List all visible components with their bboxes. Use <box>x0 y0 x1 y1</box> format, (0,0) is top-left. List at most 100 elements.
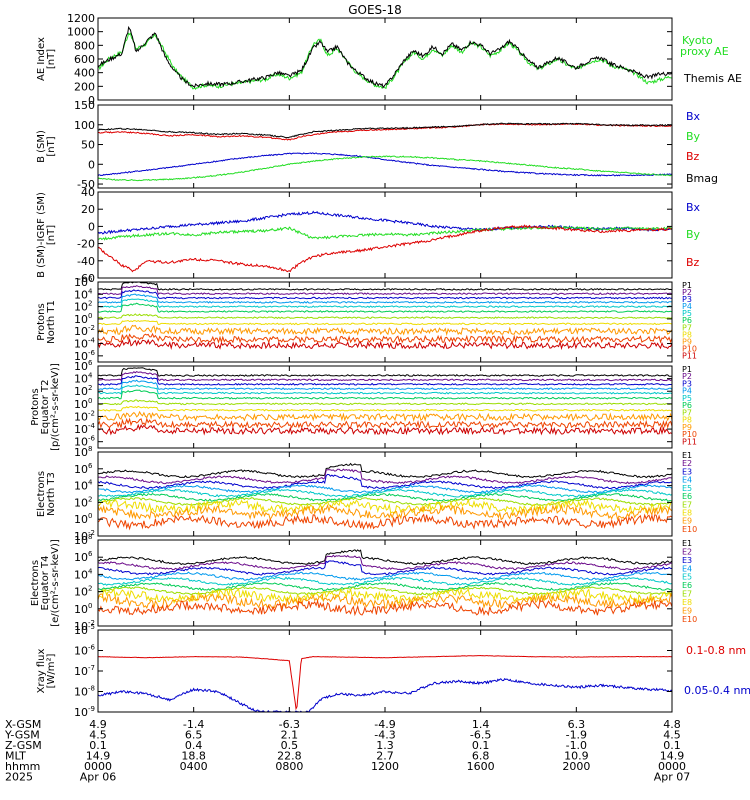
xrow-value: 4.5 <box>89 729 107 742</box>
ytick-exponent-p2: -2 <box>88 409 95 417</box>
series-p2-p1 <box>98 367 672 377</box>
xrow-value: 14.9 <box>86 750 111 763</box>
channel-label-e10: E10 <box>682 525 697 534</box>
legend-bdiff-bz: Bz <box>686 256 700 269</box>
ylabel-e1: Electrons <box>36 471 47 517</box>
channel-label-p9: P9 <box>682 337 692 346</box>
channel-label-p1: P1 <box>682 365 692 374</box>
channel-label-e4: E4 <box>682 564 692 573</box>
ytick-label-p1: 10 <box>74 288 88 301</box>
channel-label-e7: E7 <box>682 590 692 599</box>
series-e1-e3 <box>98 473 672 490</box>
legend-bsm-bz: Bz <box>686 150 700 163</box>
channel-label-e3: E3 <box>682 467 692 476</box>
ytick-label-e1: 10 <box>74 446 88 459</box>
ytick-label-bsm: 50 <box>81 139 95 152</box>
legend-bsm-bx: Bx <box>686 110 701 123</box>
xrow-label: 2025 <box>5 771 33 784</box>
xrow-value: 4.9 <box>89 718 107 731</box>
series-e1-e5 <box>98 488 672 498</box>
ytick-label-p2: 10 <box>74 423 88 436</box>
ytick-label-e2: 10 <box>74 586 88 599</box>
ytick-exponent-p1: 2 <box>88 300 92 308</box>
ytick-label-bdiff: -60 <box>77 272 95 285</box>
plot-area-ae <box>98 25 672 90</box>
channel-label-e7: E7 <box>682 500 692 509</box>
ytick-label-ae: 600 <box>74 53 95 66</box>
xrow-value: 6.5 <box>185 729 203 742</box>
channel-label-e5: E5 <box>682 484 692 493</box>
ylabel-p1: Protons <box>36 303 47 340</box>
ytick-label-ae: 400 <box>74 67 95 80</box>
channel-label-e8: E8 <box>682 598 692 607</box>
ytick-label-p2: 10 <box>74 410 88 423</box>
ytick-label-e2: 10 <box>74 534 88 547</box>
legend-bsm-by: By <box>686 130 701 143</box>
legend-ae-themis-ae: Themis AE <box>683 72 742 85</box>
series-p2-p3 <box>98 375 672 386</box>
series-p1-p2 <box>98 285 672 296</box>
xrow-label: X-GSM <box>5 718 41 731</box>
series-e1-e10 <box>98 513 672 531</box>
ytick-exponent-e2: 4 <box>88 567 93 575</box>
ytick-exponent-e2: -2 <box>88 619 95 627</box>
series-e1-e9 <box>98 503 672 521</box>
ytick-label-bdiff: 20 <box>81 203 95 216</box>
series-bsm-bz <box>98 122 672 141</box>
series-p2-p8 <box>98 405 672 412</box>
xrow-value: 1600 <box>467 760 495 773</box>
ytick-exponent-e1: 8 <box>88 445 92 453</box>
channel-label-p3: P3 <box>682 379 692 388</box>
panel-bdiff: -60 -40 -20 0 20 40 B (SM)-IGRF (SM) [nT] <box>36 186 673 285</box>
xrow-value: -4.3 <box>374 729 395 742</box>
ytick-label-p1: 10 <box>74 313 88 326</box>
plot-area-xray <box>98 654 672 712</box>
series-bsm-by <box>98 155 672 182</box>
ylabel-p1: North T1 <box>46 300 57 344</box>
xrow-value: 0.1 <box>472 739 490 752</box>
legend-ae-proxy-ae: proxy AE <box>680 45 729 58</box>
ytick-exponent-e2: 8 <box>88 533 92 541</box>
series-e2-e5 <box>98 576 672 586</box>
series-e1-e2 <box>98 468 672 485</box>
plot-area-bsm <box>98 122 672 182</box>
xrow-value: -1.9 <box>566 729 587 742</box>
ytick-label-ae: 1000 <box>67 26 95 39</box>
xrow-value: 0000 <box>84 760 112 773</box>
channel-label-e10: E10 <box>682 615 697 624</box>
series-e1-e1 <box>98 462 672 479</box>
ytick-label-bdiff: -40 <box>77 255 95 268</box>
x-axis-table: X-GSM 4.9 -1.4 -6.3 -4.9 1.4 6.3 4.8 Y-GSM 4.5 6.5… <box>4 718 690 784</box>
ytick-exponent-xray: -8 <box>88 685 95 693</box>
ytick-label-bsm: 0 <box>88 158 95 171</box>
channel-label-p10: P10 <box>682 430 697 439</box>
channel-label-e9: E9 <box>682 517 692 526</box>
series-e2-e10 <box>98 599 672 617</box>
series-p2-p10 <box>98 417 672 430</box>
xrow-value: 14.9 <box>660 750 685 763</box>
plot-area-bdiff <box>98 210 672 273</box>
ylabel-e2: Electrons <box>30 560 41 606</box>
series-ae-themis-ae <box>98 25 672 89</box>
series-p1-p6 <box>98 302 672 313</box>
ylabel-p2: Equator T2 <box>40 380 51 435</box>
series-p1-p8 <box>98 319 672 326</box>
channel-label-p6: P6 <box>682 316 692 325</box>
frame-xray <box>97 629 673 713</box>
ytick-exponent-p1: -2 <box>88 324 95 332</box>
series-bsm-bx <box>98 152 672 177</box>
ylabel-ae: [nT] <box>46 49 57 69</box>
ytick-exponent-e1: 6 <box>88 462 93 470</box>
channel-label-p11: P11 <box>682 437 697 446</box>
channel-label-p3: P3 <box>682 295 692 304</box>
series-p1-p10 <box>98 332 672 345</box>
ylabel-e2: [e/(cm²-s-sr-keV)] <box>50 539 61 627</box>
ytick-label-bdiff: 0 <box>88 220 95 233</box>
channel-label-e4: E4 <box>682 476 692 485</box>
series-e2-e7 <box>98 586 672 596</box>
ytick-label-p1: 10 <box>74 338 88 351</box>
series-xray-0-1-0-8-nm <box>98 654 672 711</box>
series-bsm-bmag <box>98 122 672 139</box>
ytick-exponent-p2: 0 <box>88 397 92 405</box>
